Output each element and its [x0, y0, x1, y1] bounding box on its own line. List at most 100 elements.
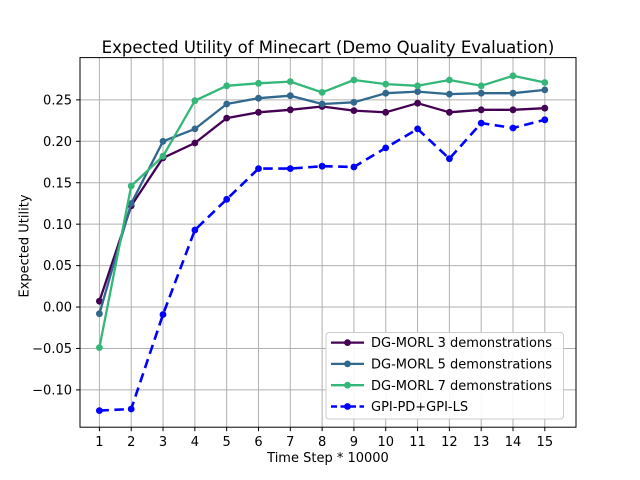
marker-dg-morl-3-demonstrations-x10 — [382, 108, 390, 116]
marker-dg-morl-7-demonstrations-x13 — [477, 82, 485, 90]
marker-dg-morl-3-demonstrations-x12 — [446, 108, 453, 116]
marker-dg-morl-5-demonstrations-x15 — [541, 86, 549, 94]
marker-gpi-pd-gpi-ls-x5 — [223, 195, 231, 203]
x-tick-label-3: 3 — [159, 435, 167, 450]
marker-dg-morl-7-demonstrations-x9 — [350, 76, 358, 84]
marker-dg-morl-5-demonstrations-x12 — [446, 90, 453, 98]
marker-dg-morl-3-demonstrations-x11 — [414, 99, 421, 107]
marker-dg-morl-7-demonstrations-x10 — [382, 80, 390, 88]
legend-marker-dg-morl-5-demonstrations — [344, 360, 351, 368]
legend-label-dg-morl-3-demonstrations: DG-MORL 3 demonstrations — [371, 336, 552, 351]
marker-dg-morl-7-demonstrations-x12 — [446, 76, 453, 84]
marker-dg-morl-5-demonstrations-x2 — [127, 200, 135, 207]
x-tick-label-2: 2 — [127, 435, 135, 450]
marker-dg-morl-3-demonstrations-x14 — [509, 106, 517, 114]
marker-dg-morl-5-demonstrations-x11 — [414, 88, 421, 95]
x-tick-label-13: 13 — [473, 435, 490, 450]
x-tick-label-4: 4 — [191, 435, 199, 450]
marker-gpi-pd-gpi-ls-x12 — [446, 155, 453, 163]
y-axis-label: Expected Utility — [17, 194, 33, 298]
marker-dg-morl-3-demonstrations-x15 — [541, 104, 549, 112]
marker-dg-morl-3-demonstrations-x1 — [96, 297, 103, 305]
x-tick-label-6: 6 — [254, 435, 262, 450]
marker-dg-morl-5-demonstrations-x3 — [159, 137, 167, 145]
marker-dg-morl-5-demonstrations-x5 — [223, 100, 231, 108]
x-tick-label-7: 7 — [286, 435, 294, 450]
plot-border — [79, 57, 577, 428]
marker-dg-morl-5-demonstrations-x10 — [382, 89, 390, 97]
legend-label-gpi-pd-gpi-ls: GPI-PD+GPI-LS — [371, 400, 468, 415]
legend-entry-gpi-pd-gpi-ls: GPI-PD+GPI-LS — [331, 400, 468, 415]
marker-dg-morl-5-demonstrations-x9 — [350, 98, 358, 106]
legend-entry-dg-morl-5-demonstrations: DG-MORL 5 demonstrations — [331, 358, 552, 373]
marker-dg-morl-7-demonstrations-x5 — [223, 82, 231, 90]
marker-gpi-pd-gpi-ls-x15 — [541, 116, 549, 124]
series-line-gpi-pd-gpi-ls — [99, 118, 546, 412]
legend-marker-gpi-pd-gpi-ls — [344, 403, 351, 410]
marker-gpi-pd-gpi-ls-x8 — [318, 162, 326, 170]
legend: DG-MORL 3 demonstrations DG-MORL 5 demons… — [325, 332, 564, 420]
marker-gpi-pd-gpi-ls-x3 — [159, 311, 167, 318]
marker-gpi-pd-gpi-ls-x10 — [382, 144, 390, 152]
legend-entry-dg-morl-7-demonstrations: DG-MORL 7 demonstrations — [331, 379, 552, 394]
marker-dg-morl-7-demonstrations-x2 — [127, 182, 135, 190]
marker-gpi-pd-gpi-ls-x13 — [477, 119, 485, 127]
marker-dg-morl-3-demonstrations-x4 — [191, 139, 199, 147]
marker-dg-morl-7-demonstrations-x11 — [414, 82, 421, 90]
legend-box — [325, 332, 564, 420]
marker-gpi-pd-gpi-ls-x14 — [509, 124, 517, 132]
x-tick-label-10: 10 — [377, 435, 394, 450]
marker-dg-morl-7-demonstrations-x14 — [509, 72, 517, 80]
marker-dg-morl-7-demonstrations-x8 — [318, 89, 326, 96]
marker-gpi-pd-gpi-ls-x6 — [255, 165, 262, 173]
legend-marker-dg-morl-3-demonstrations — [344, 339, 351, 346]
marker-dg-morl-5-demonstrations-x7 — [286, 92, 294, 100]
chart-title: Expected Utility of Minecart (Demo Quali… — [101, 38, 555, 57]
legend-marker-dg-morl-7-demonstrations — [344, 381, 351, 389]
marker-dg-morl-5-demonstrations-x13 — [477, 89, 485, 97]
x-tick-label-15: 15 — [537, 435, 554, 450]
legend-label-dg-morl-7-demonstrations: DG-MORL 7 demonstrations — [371, 379, 552, 394]
legend-label-dg-morl-5-demonstrations: DG-MORL 5 demonstrations — [371, 358, 552, 373]
marker-dg-morl-7-demonstrations-x6 — [255, 79, 262, 87]
marker-dg-morl-5-demonstrations-x4 — [191, 125, 199, 133]
x-tick-label-8: 8 — [318, 435, 326, 450]
x-tick-label-14: 14 — [505, 435, 522, 450]
x-tick-label-1: 1 — [95, 435, 103, 450]
marker-dg-morl-3-demonstrations-x7 — [286, 106, 294, 114]
y-tick-label-0: −0.10 — [32, 384, 72, 399]
marker-dg-morl-5-demonstrations-x8 — [318, 100, 326, 108]
y-tick-label-1: −0.05 — [32, 342, 72, 357]
marker-gpi-pd-gpi-ls-x9 — [350, 163, 358, 171]
marker-dg-morl-7-demonstrations-x3 — [159, 152, 167, 160]
marker-gpi-pd-gpi-ls-x2 — [127, 405, 135, 413]
x-tick-label-11: 11 — [409, 435, 426, 450]
marker-dg-morl-5-demonstrations-x6 — [255, 94, 262, 102]
marker-gpi-pd-gpi-ls-x1 — [96, 407, 103, 414]
y-tick-label-7: 0.25 — [43, 93, 72, 108]
marker-dg-morl-3-demonstrations-x13 — [477, 106, 485, 114]
marker-dg-morl-7-demonstrations-x15 — [541, 79, 549, 86]
y-tick-label-3: 0.05 — [43, 259, 72, 274]
y-tick-label-5: 0.15 — [43, 176, 72, 191]
marker-gpi-pd-gpi-ls-x7 — [286, 165, 294, 173]
x-tick-label-5: 5 — [223, 435, 231, 450]
marker-gpi-pd-gpi-ls-x4 — [191, 226, 199, 234]
legend-entry-dg-morl-3-demonstrations: DG-MORL 3 demonstrations — [331, 336, 552, 351]
x-tick-label-12: 12 — [441, 435, 458, 450]
marker-dg-morl-3-demonstrations-x9 — [350, 107, 358, 114]
marker-dg-morl-3-demonstrations-x5 — [223, 114, 231, 122]
x-tick-label-9: 9 — [350, 435, 358, 450]
marker-dg-morl-7-demonstrations-x1 — [96, 344, 103, 351]
marker-dg-morl-5-demonstrations-x1 — [96, 310, 103, 318]
marker-dg-morl-7-demonstrations-x7 — [286, 78, 294, 85]
y-tick-label-4: 0.10 — [43, 218, 72, 233]
y-tick-label-6: 0.20 — [43, 135, 72, 150]
x-axis-label: Time Step * 10000 — [267, 451, 389, 466]
marker-dg-morl-3-demonstrations-x6 — [255, 108, 262, 116]
marker-gpi-pd-gpi-ls-x11 — [414, 125, 421, 133]
marker-dg-morl-5-demonstrations-x14 — [509, 89, 517, 97]
y-tick-label-2: 0.00 — [43, 301, 72, 316]
